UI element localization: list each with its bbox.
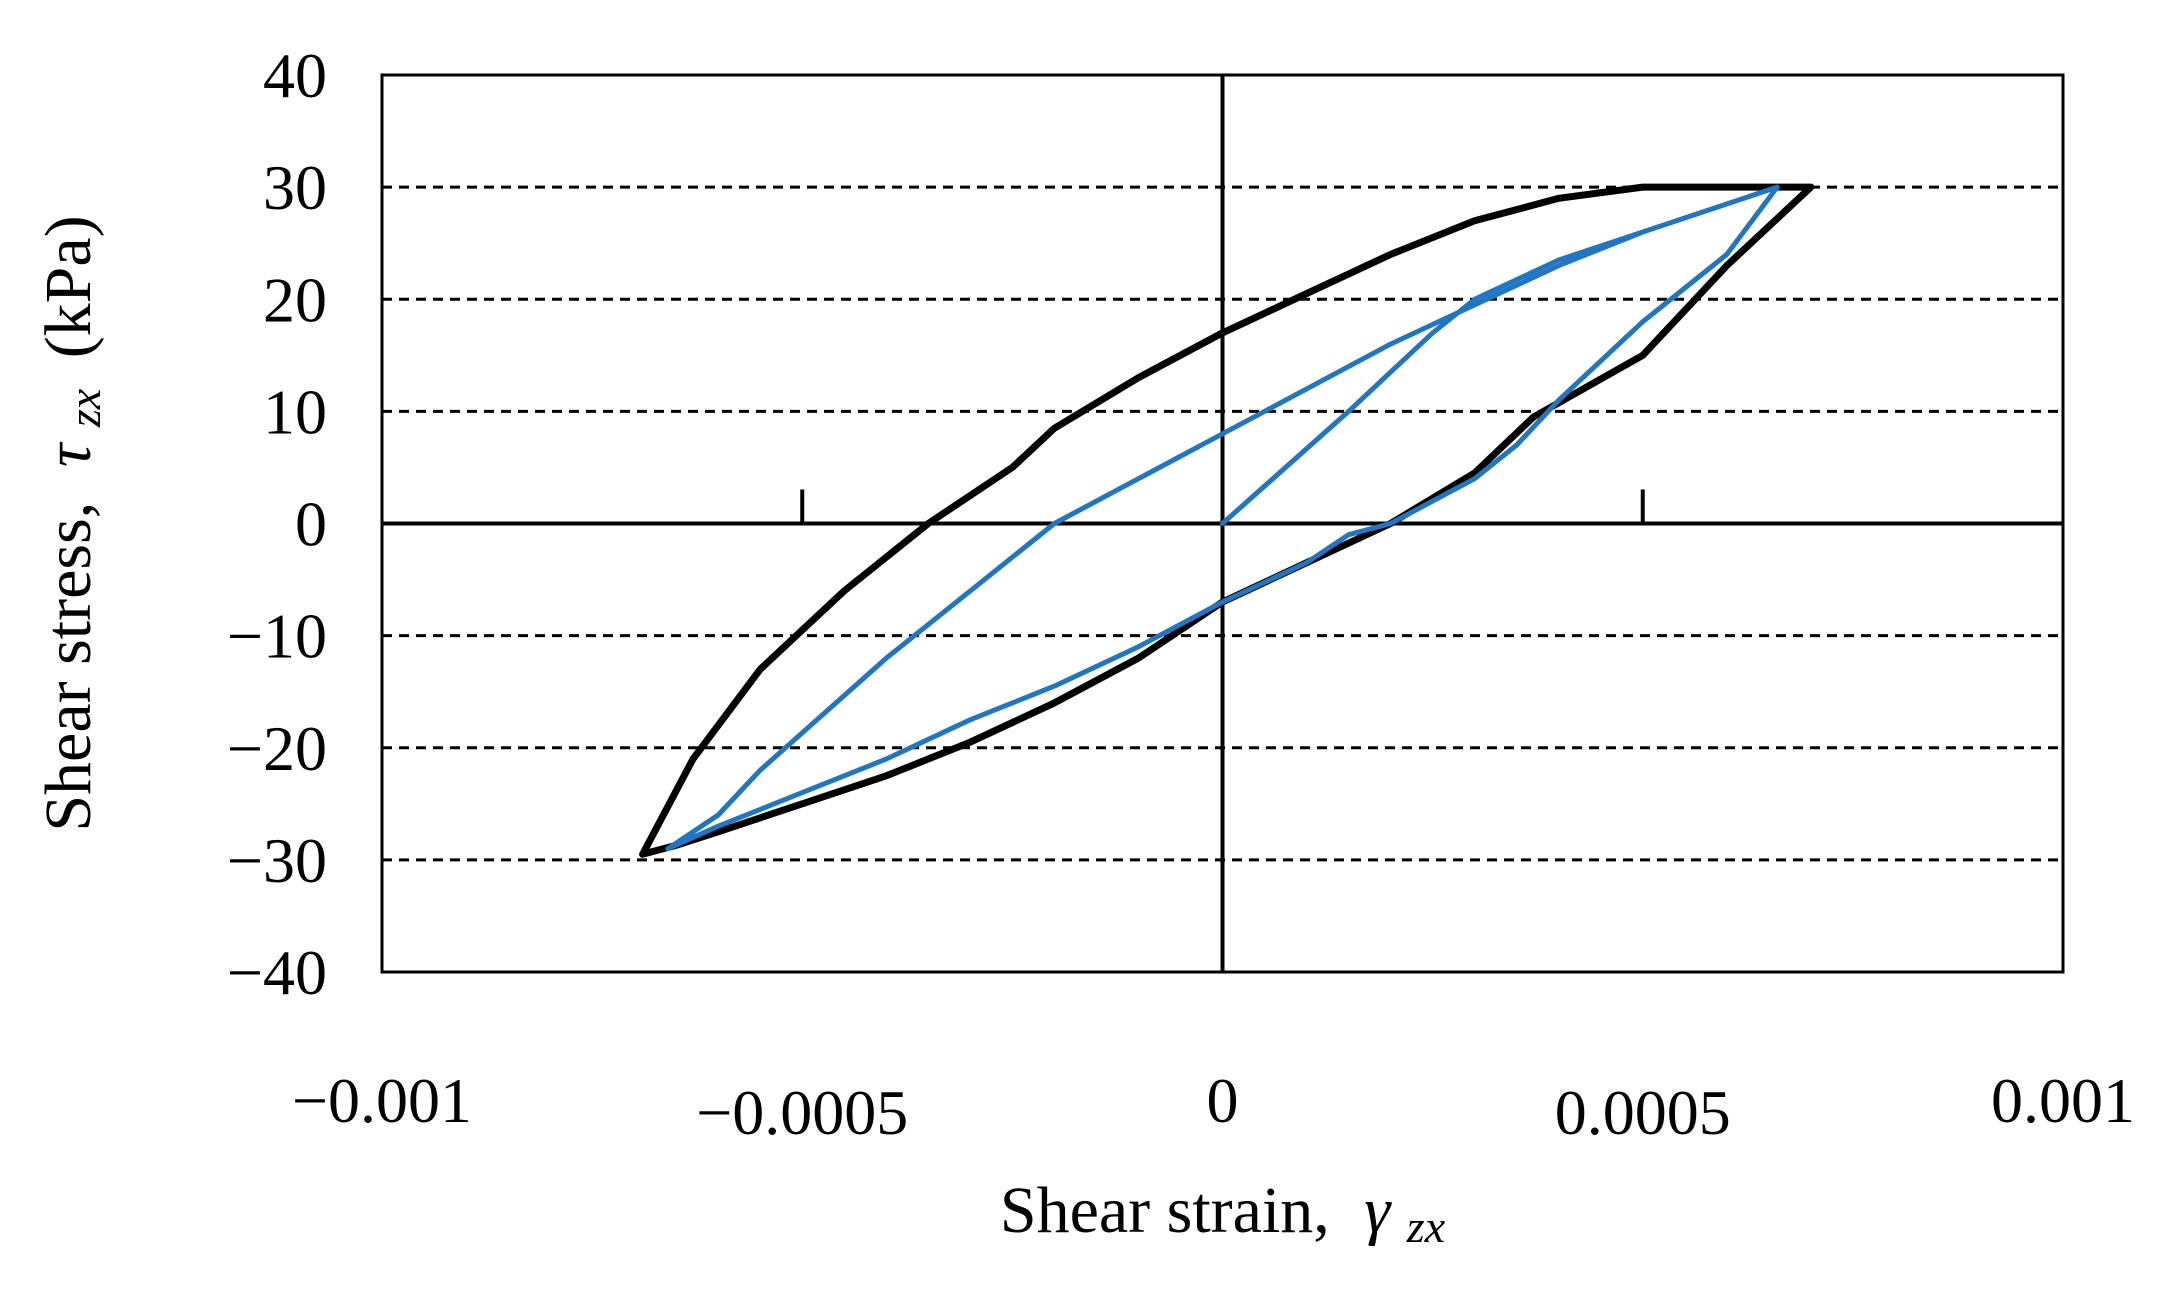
y-tick-label: −20 bbox=[227, 713, 327, 784]
y-axis-title-unit: (kPa) bbox=[32, 215, 105, 358]
y-axis-title-subscript: zx bbox=[59, 388, 110, 428]
x-axis-title: Shear strain, γ zx bbox=[1000, 1174, 1446, 1252]
y-tick-label: 10 bbox=[263, 376, 327, 447]
y-axis-title-text: Shear stress, bbox=[32, 502, 105, 832]
y-tick-label: 20 bbox=[263, 264, 327, 335]
y-tick-label: 30 bbox=[263, 152, 327, 223]
y-tick-label: 40 bbox=[263, 40, 327, 111]
x-tick-label: −0.001 bbox=[292, 1065, 472, 1136]
data-series bbox=[639, 183, 1815, 858]
series-line-0 bbox=[639, 183, 1815, 858]
x-axis-title-symbol: γ bbox=[1364, 1174, 1392, 1247]
plot-area-frame bbox=[380, 73, 2065, 974]
y-tick-label: −40 bbox=[227, 937, 327, 1008]
x-axis-title-text: Shear strain, bbox=[1000, 1174, 1330, 1247]
x-tick-label: −0.0005 bbox=[696, 1077, 908, 1148]
x-tick-label: 0.001 bbox=[1991, 1065, 2135, 1136]
y-tick-label: 0 bbox=[295, 489, 327, 560]
x-tick-label: 0 bbox=[1207, 1065, 1239, 1136]
x-tick-label: 0.0005 bbox=[1555, 1077, 1731, 1148]
series-line-1 bbox=[665, 184, 1780, 852]
y-axis-title: Shear stress, τ zx (kPa) bbox=[32, 215, 115, 831]
y-axis-title-symbol: τ bbox=[32, 441, 105, 467]
tick-labels: 40 30 20 10 0 −10 −20 −30 −40 −0.001 −0.0005 0 0.000… bbox=[227, 40, 2135, 1148]
x-axis-title-subscript: zx bbox=[1406, 1201, 1446, 1252]
y-tick-label: −10 bbox=[227, 601, 327, 672]
y-tick-label: −30 bbox=[227, 825, 327, 896]
